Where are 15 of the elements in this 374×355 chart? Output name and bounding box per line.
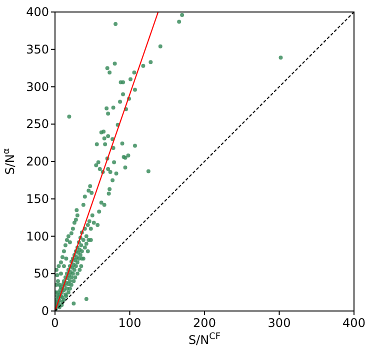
y-tick-label: 350 — [26, 42, 49, 56]
y-tick-label: 150 — [26, 192, 49, 206]
x-tick-label: 0 — [51, 316, 59, 330]
x-tick-label: 300 — [268, 316, 291, 330]
y-tick-label: 50 — [34, 266, 49, 281]
y-tick-label: 400 — [26, 5, 49, 19]
x-tick-label: 400 — [342, 316, 366, 330]
x-tick-label: 100 — [118, 316, 142, 330]
y-tick-label: 100 — [26, 229, 49, 244]
y-tick-label: 200 — [26, 154, 49, 168]
y-tick-label: 0 — [41, 304, 49, 318]
x-tick-label: 200 — [193, 316, 216, 330]
x-axis-title: S/N$^{CF}$ — [188, 332, 221, 347]
y-tick-label: 250 — [26, 117, 49, 132]
y-tick-label: 300 — [26, 80, 49, 94]
